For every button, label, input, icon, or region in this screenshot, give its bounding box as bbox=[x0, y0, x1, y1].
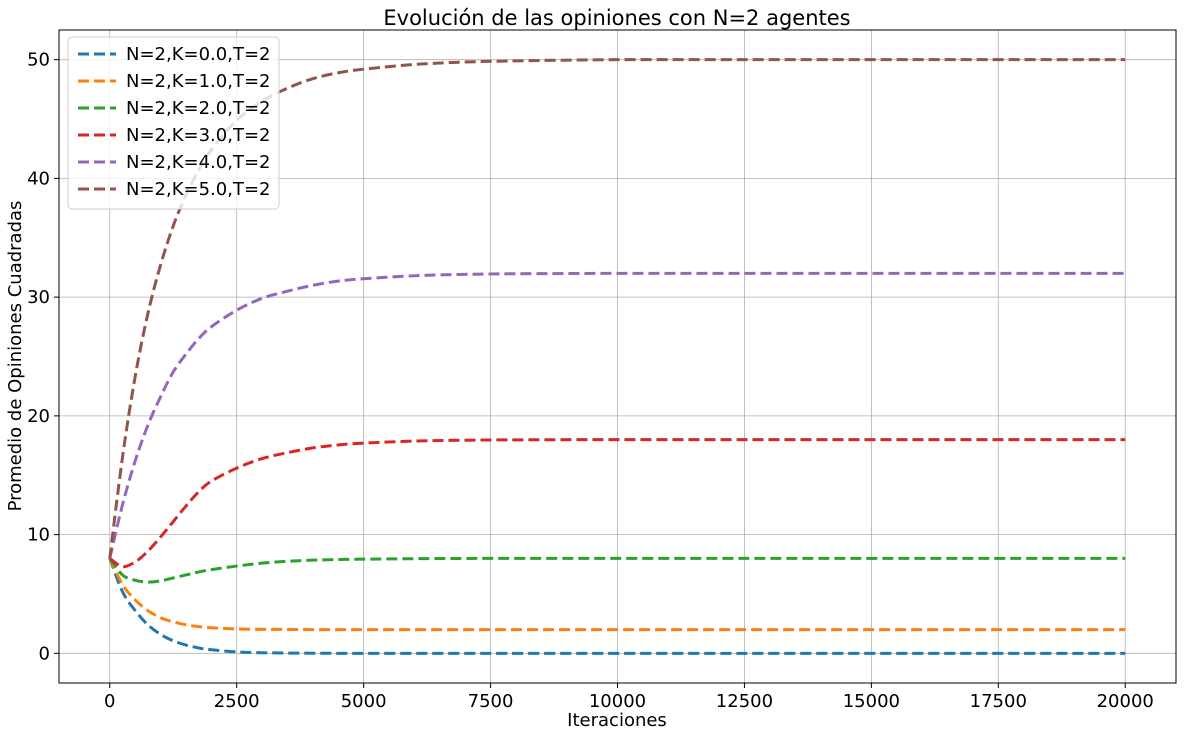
legend: N=2,K=0.0,T=2 N=2,K=1.0,T=2 N=2,K=2.0,T=2 N… bbox=[67, 36, 280, 210]
chart-title: Evolución de las opiniones con N=2 agent… bbox=[383, 6, 850, 30]
series-line-5 bbox=[108, 271, 1126, 559]
series-line-4 bbox=[108, 438, 1126, 569]
series-lines bbox=[108, 58, 1126, 655]
legend-label: N=2,K=4.0,T=2 bbox=[126, 152, 270, 173]
legend-label: N=2,K=5.0,T=2 bbox=[126, 179, 270, 200]
legend-label: N=2,K=3.0,T=2 bbox=[126, 125, 270, 146]
y-tick-label: 40 bbox=[27, 168, 50, 189]
series-line-6 bbox=[108, 58, 1126, 559]
y-tick-label: 20 bbox=[27, 406, 50, 427]
x-tick-label: 2500 bbox=[214, 691, 260, 712]
series-line-1 bbox=[108, 557, 1126, 655]
y-tick-label: 30 bbox=[27, 287, 50, 308]
y-axis-ticks: 0 10 20 30 40 50 bbox=[27, 50, 59, 664]
x-tick-label: 12500 bbox=[716, 691, 773, 712]
x-axis-ticks: 0 2500 5000 7500 10000 12500 15000 17500 20000 bbox=[104, 683, 1154, 712]
y-tick-label: 10 bbox=[27, 525, 50, 546]
x-tick-label: 15000 bbox=[843, 691, 900, 712]
legend-label: N=2,K=0.0,T=2 bbox=[126, 44, 270, 65]
legend-label: N=2,K=1.0,T=2 bbox=[126, 71, 270, 92]
legend-box bbox=[67, 36, 280, 210]
x-axis-label: Iteraciones bbox=[567, 710, 667, 731]
x-tick-label: 5000 bbox=[341, 691, 387, 712]
y-tick-label: 0 bbox=[39, 643, 50, 664]
x-tick-label: 17500 bbox=[970, 691, 1027, 712]
x-tick-label: 0 bbox=[104, 691, 115, 712]
series-line-3 bbox=[108, 556, 1126, 584]
x-tick-label: 7500 bbox=[468, 691, 514, 712]
x-tick-label: 10000 bbox=[589, 691, 646, 712]
series-line-2 bbox=[108, 557, 1126, 632]
x-tick-label: 20000 bbox=[1097, 691, 1154, 712]
y-axis-label: Promedio de Opiniones Cuadradas bbox=[5, 201, 26, 512]
y-tick-label: 50 bbox=[27, 50, 50, 71]
legend-label: N=2,K=2.0,T=2 bbox=[126, 98, 270, 119]
